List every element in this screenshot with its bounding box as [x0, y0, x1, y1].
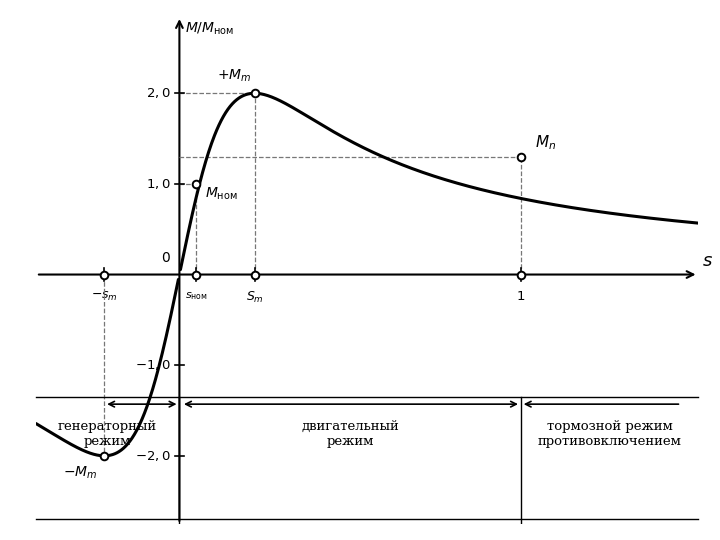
Text: тормозной режим
противовключением: тормозной режим противовключением — [538, 420, 682, 448]
Text: генераторный
режим: генераторный режим — [58, 420, 157, 448]
Text: $-1,0$: $-1,0$ — [135, 358, 171, 372]
Text: $s_{\mathsf{ном}}$: $s_{\mathsf{ном}}$ — [185, 290, 208, 302]
Text: $1$: $1$ — [516, 290, 526, 303]
Text: двигательный
режим: двигательный режим — [301, 420, 399, 448]
Text: $M/M_{\mathrm{ном}}$: $M/M_{\mathrm{ном}}$ — [184, 21, 234, 37]
Text: $-M_m$: $-M_m$ — [63, 465, 97, 481]
Text: $-s_m$: $-s_m$ — [91, 290, 118, 303]
Text: $2,0$: $2,0$ — [146, 86, 171, 100]
Text: $0$: $0$ — [161, 252, 171, 266]
Text: $-2,0$: $-2,0$ — [135, 449, 171, 463]
Text: $M_n$: $M_n$ — [534, 133, 556, 152]
Text: $M_{\mathsf{ном}}$: $M_{\mathsf{ном}}$ — [205, 186, 238, 202]
Text: $+M_m$: $+M_m$ — [217, 68, 251, 84]
Text: $1,0$: $1,0$ — [146, 177, 171, 191]
Text: $S_m$: $S_m$ — [246, 290, 264, 305]
Text: $s$: $s$ — [702, 252, 713, 270]
